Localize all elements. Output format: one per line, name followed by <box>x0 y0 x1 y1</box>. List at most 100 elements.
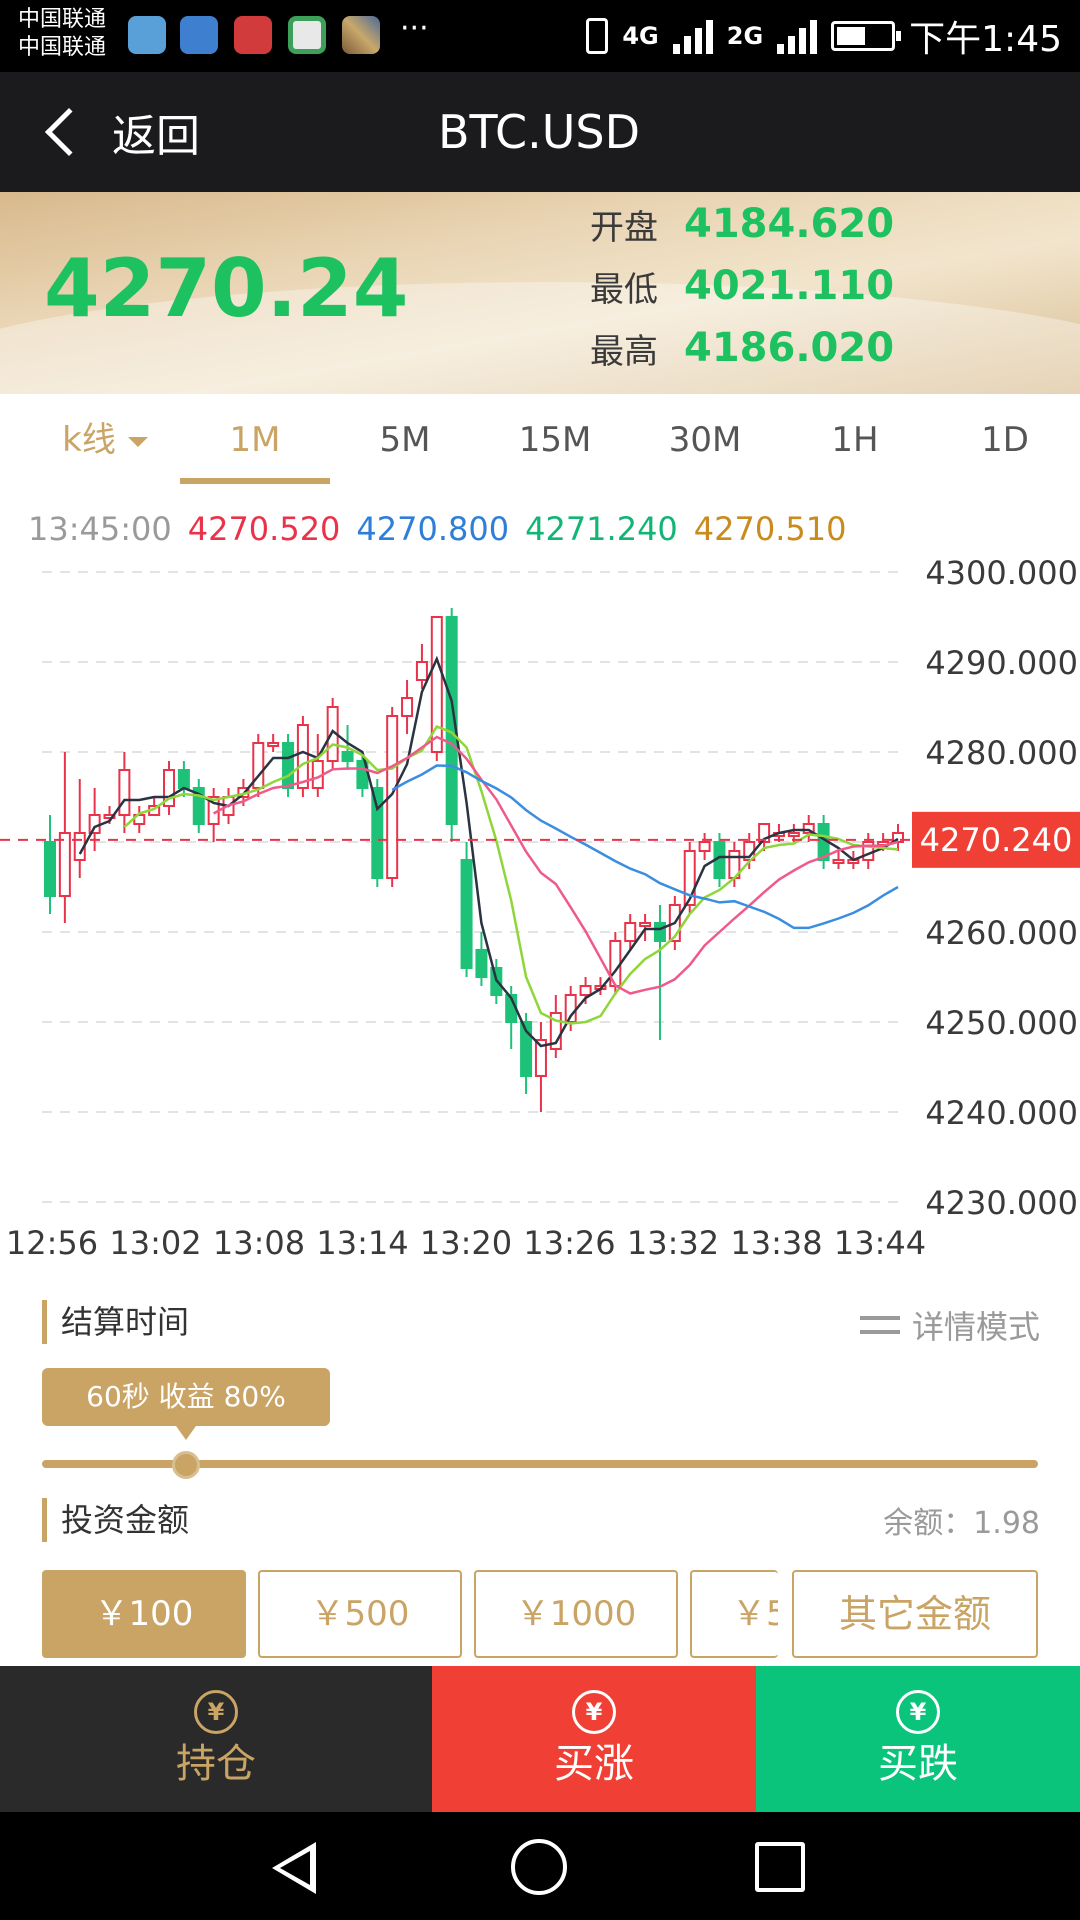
y-tick-label: 4300.000 <box>925 554 1078 592</box>
hold-button[interactable]: ¥ 持仓 <box>0 1666 432 1812</box>
amount-1000-button[interactable]: ￥1000 <box>474 1570 678 1658</box>
investment-title: 投资金额 <box>42 1498 189 1542</box>
y-tick-label: 4280.000 <box>925 734 1078 772</box>
candle-down <box>341 751 354 762</box>
amount-options: ￥100 ￥500 ￥1000 ￥5 其它金额 <box>0 1570 1080 1658</box>
vibrate-icon <box>586 18 609 54</box>
candle-up <box>549 1012 562 1050</box>
moving-average-line <box>78 655 899 1048</box>
decorative-wave <box>0 282 1080 394</box>
tab-5m[interactable]: 5M <box>379 420 431 460</box>
candle-up <box>296 724 309 789</box>
y-tick-label: 4290.000 <box>925 644 1078 682</box>
candle-up <box>832 859 845 864</box>
low-value: 4021.110 <box>684 263 895 309</box>
network-4g-label: 4G <box>622 22 659 50</box>
candle-down <box>371 787 384 879</box>
candle-up <box>430 616 443 753</box>
moving-average-line <box>212 735 899 995</box>
candle-up <box>386 715 399 879</box>
settlement-slider-track[interactable] <box>42 1460 1038 1468</box>
x-tick-label: 13:44 <box>834 1224 926 1262</box>
tab-30m[interactable]: 30M <box>668 420 742 460</box>
x-tick-label: 13:38 <box>730 1224 822 1262</box>
candle-up <box>267 742 280 747</box>
amount-500-button[interactable]: ￥500 <box>258 1570 462 1658</box>
tab-1h[interactable]: 1H <box>831 420 879 460</box>
y-tick-label: 4230.000 <box>925 1184 1078 1222</box>
moving-average-line <box>123 724 899 1025</box>
tab-1m[interactable]: 1M <box>229 420 281 460</box>
candle-up <box>103 814 116 819</box>
buy-up-label: 买涨 <box>554 1741 634 1787</box>
candle-up <box>401 697 414 717</box>
missed-call-icon <box>234 16 272 54</box>
gallery-app-icon <box>342 16 380 54</box>
candle-up <box>579 985 592 996</box>
current-price-label: 4270.240 <box>920 821 1073 859</box>
battery-icon <box>831 21 902 51</box>
high-value: 4186.020 <box>684 325 895 371</box>
tab-kline[interactable]: k线 <box>40 400 170 486</box>
nav-home-icon[interactable] <box>511 1839 567 1895</box>
low-stat: 最低 4021.110 <box>590 258 894 314</box>
active-tab-indicator <box>180 478 330 484</box>
settlement-slider-thumb[interactable] <box>172 1451 201 1479</box>
open-label: 开盘 <box>590 207 658 248</box>
carrier-1: 中国联通 <box>18 7 107 32</box>
network-2g-label: 2G <box>726 22 764 50</box>
status-bar: 中国联通 中国联通 ··· 4G 2G 下午1:45 <box>0 0 1080 72</box>
x-tick-label: 13:14 <box>316 1224 408 1262</box>
other-amount-button[interactable]: 其它金额 <box>792 1570 1038 1658</box>
y-tick-label: 4250.000 <box>925 1004 1078 1042</box>
settlement-title: 结算时间 <box>42 1300 189 1344</box>
status-indicators: 4G 2G 下午1:45 <box>586 12 1062 60</box>
candle-up <box>802 823 815 834</box>
candle-down <box>44 841 56 897</box>
action-bar: ¥ 持仓 ¥ 买涨 ¥ 买跌 <box>0 1666 1080 1812</box>
legend-ma4: 4270.510 <box>693 510 847 548</box>
amount-100-button[interactable]: ￥100 <box>42 1570 246 1658</box>
x-tick-label: 13:20 <box>420 1224 512 1262</box>
nav-recents-icon[interactable] <box>755 1842 805 1892</box>
low-label: 最低 <box>590 269 658 310</box>
legend-time: 13:45:00 <box>28 510 172 548</box>
x-tick-label: 13:08 <box>213 1224 305 1262</box>
buy-down-button[interactable]: ¥ 买跌 <box>756 1666 1080 1812</box>
candle-down <box>192 787 205 825</box>
coins-icon: ¥ <box>194 1690 238 1734</box>
title-bar: BTC.USD 返回 <box>0 72 1080 192</box>
yen-up-icon: ¥ <box>572 1690 616 1734</box>
health-app-icon <box>180 16 218 54</box>
tab-1d[interactable]: 1D <box>981 420 1029 460</box>
back-label: 返回 <box>112 111 200 162</box>
swap-arrows-icon <box>858 1308 902 1342</box>
x-tick-label: 13:02 <box>109 1224 201 1262</box>
back-button[interactable]: 返回 <box>40 100 200 164</box>
candlestick-chart[interactable]: 4300.0004290.0004280.0004270.0004260.000… <box>0 500 1080 1280</box>
candle-up <box>758 823 771 843</box>
candle-up <box>534 1039 547 1077</box>
hold-label: 持仓 <box>176 1741 256 1787</box>
candle-up <box>639 922 652 927</box>
quote-panel: 4270.24 开盘 4184.620 最低 4021.110 最高 4186.… <box>0 192 1080 394</box>
candle-up <box>624 922 637 942</box>
candle-down <box>177 769 190 789</box>
buy-up-button[interactable]: ¥ 买涨 <box>432 1666 756 1812</box>
candle-down <box>282 742 295 789</box>
current-price: 4270.24 <box>44 242 409 335</box>
tab-15m[interactable]: 15M <box>518 420 592 460</box>
x-tick-label: 13:26 <box>523 1224 615 1262</box>
amount-5000-button[interactable]: ￥5 <box>690 1570 778 1658</box>
browser-app-icon <box>128 16 166 54</box>
detail-mode-toggle[interactable]: 详情模式 <box>858 1302 1040 1348</box>
detail-mode-label: 详情模式 <box>911 1308 1040 1346</box>
candle-up <box>118 769 131 816</box>
yen-down-icon: ¥ <box>896 1690 940 1734</box>
candle-down <box>520 1021 533 1077</box>
caret-down-icon <box>127 436 148 447</box>
carrier-2: 中国联通 <box>18 35 107 60</box>
signal-4g-icon <box>672 18 713 54</box>
nav-back-icon[interactable] <box>272 1842 316 1894</box>
y-tick-label: 4260.000 <box>925 914 1078 952</box>
